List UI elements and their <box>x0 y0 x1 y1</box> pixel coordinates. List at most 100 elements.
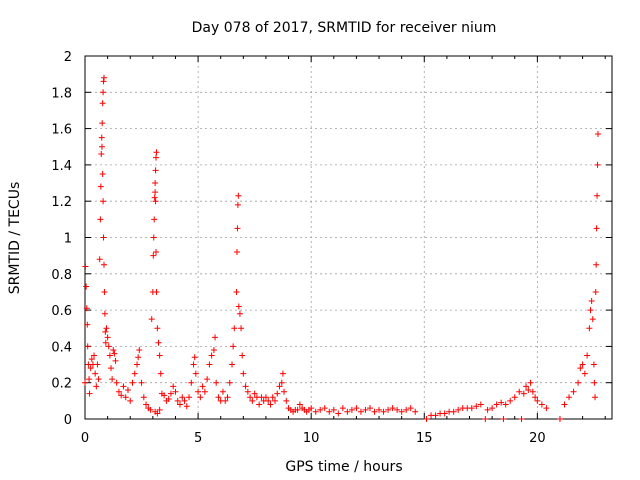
data-point <box>99 170 106 177</box>
x-tick-label: 0 <box>81 431 89 446</box>
data-point <box>190 361 197 368</box>
data-point <box>165 396 172 403</box>
data-point <box>212 334 219 341</box>
data-point <box>523 383 530 390</box>
data-point <box>247 394 254 401</box>
data-point <box>98 151 105 158</box>
data-point <box>140 394 147 401</box>
data-point <box>87 365 94 372</box>
data-point <box>105 343 112 350</box>
y-tick-label: 1.2 <box>51 195 72 210</box>
data-point <box>153 149 160 156</box>
data-point <box>155 339 162 346</box>
data-point <box>371 408 378 415</box>
data-point <box>197 394 204 401</box>
data-point <box>274 390 281 397</box>
data-point <box>82 379 88 386</box>
data-point <box>525 386 532 393</box>
data-point <box>83 283 90 290</box>
data-point <box>97 216 104 223</box>
data-point <box>115 388 122 395</box>
data-point <box>380 408 387 415</box>
data-point <box>330 406 337 413</box>
data-point <box>234 225 241 232</box>
data-point <box>86 376 93 383</box>
data-point <box>100 74 107 81</box>
data-point <box>199 383 206 390</box>
data-point <box>484 406 491 413</box>
data-point <box>594 192 601 199</box>
axis-ticks: 00.20.40.60.811.21.41.61.820 5 10 15 20 <box>51 50 612 446</box>
data-point <box>134 361 141 368</box>
data-point <box>153 288 160 295</box>
data-point <box>594 161 601 168</box>
data-point <box>176 401 183 408</box>
data-point <box>109 376 116 383</box>
data-point <box>152 167 159 174</box>
data-point <box>579 361 586 368</box>
data-point <box>592 288 599 295</box>
data-point <box>294 406 301 413</box>
y-tick-label: 1.4 <box>51 159 72 174</box>
data-point <box>118 392 125 399</box>
data-point <box>222 397 229 404</box>
data-point <box>529 388 536 395</box>
data-point <box>124 386 131 393</box>
x-tick-label: 15 <box>416 431 433 446</box>
data-point <box>432 412 439 419</box>
y-tick-label: 1.6 <box>51 123 72 138</box>
data-point <box>407 405 414 412</box>
data-point <box>520 390 527 397</box>
data-point <box>204 376 211 383</box>
data-point <box>276 383 283 390</box>
data-point <box>122 394 129 401</box>
data-point <box>156 406 163 413</box>
data-point <box>556 416 563 422</box>
data-point <box>96 256 103 263</box>
data-point <box>376 406 383 413</box>
data-point <box>100 234 107 241</box>
data-point <box>566 394 573 401</box>
data-point <box>593 225 600 232</box>
x-tick-label: 20 <box>529 431 546 446</box>
data-point <box>93 383 100 390</box>
data-point <box>152 198 159 205</box>
data-point <box>234 201 241 208</box>
data-point <box>335 410 342 417</box>
x-tick-label: 5 <box>194 431 202 446</box>
data-point <box>147 406 154 413</box>
data-point <box>348 406 355 413</box>
data-point <box>353 405 360 412</box>
data-point <box>586 325 593 332</box>
data-point <box>226 379 233 386</box>
data-point <box>131 370 138 377</box>
data-point <box>441 410 448 417</box>
data-point <box>103 325 110 332</box>
data-point <box>213 379 220 386</box>
data-point <box>511 394 518 401</box>
data-point <box>317 406 324 413</box>
data-point <box>366 405 373 412</box>
data-point <box>238 325 245 332</box>
data-point <box>195 388 202 395</box>
data-points <box>82 74 601 422</box>
data-point <box>588 298 595 305</box>
data-point <box>362 406 369 413</box>
data-point <box>154 325 161 332</box>
data-point <box>269 394 276 401</box>
data-point <box>389 405 396 412</box>
data-point <box>235 303 242 310</box>
data-point <box>157 370 164 377</box>
data-point <box>326 408 333 415</box>
data-point <box>283 397 290 404</box>
data-point <box>100 89 107 96</box>
data-point <box>98 143 105 150</box>
data-point <box>127 397 134 404</box>
data-point <box>102 328 109 335</box>
data-point <box>575 379 582 386</box>
plot-frame <box>84 55 613 420</box>
data-point <box>233 288 240 295</box>
data-point <box>587 307 594 314</box>
data-point <box>100 198 107 205</box>
